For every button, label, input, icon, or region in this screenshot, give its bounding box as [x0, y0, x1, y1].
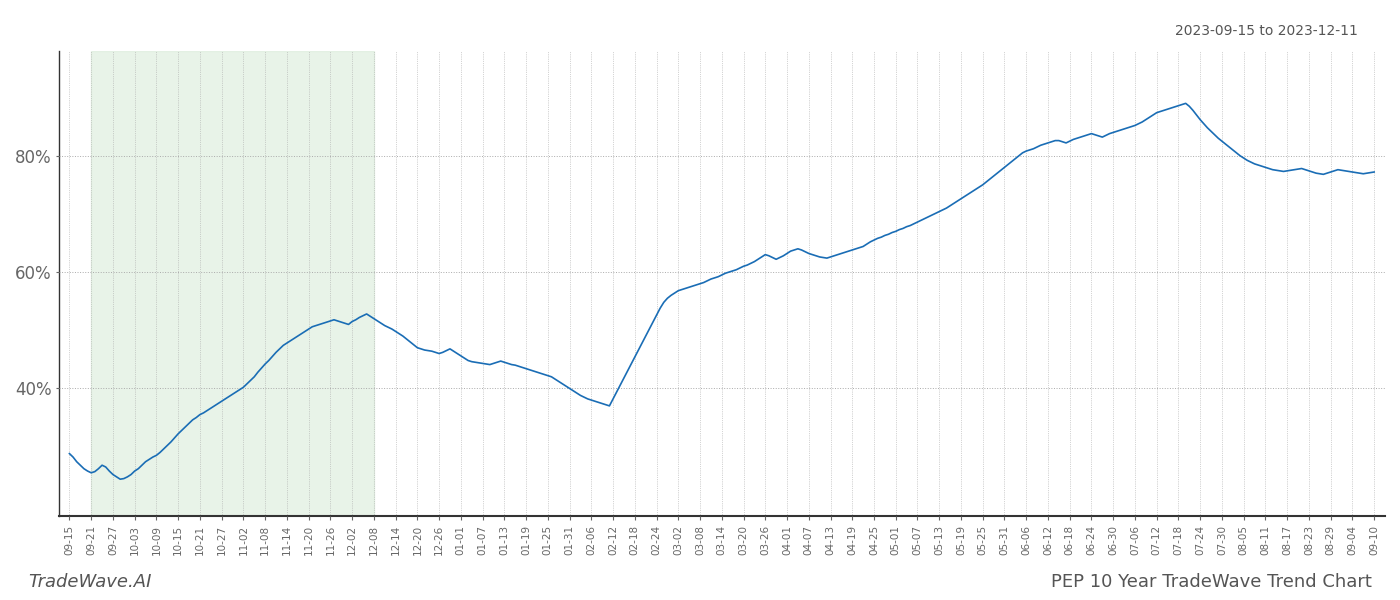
Text: 2023-09-15 to 2023-12-11: 2023-09-15 to 2023-12-11 [1175, 24, 1358, 38]
Bar [91, 51, 374, 517]
Text: TradeWave.AI: TradeWave.AI [28, 573, 151, 591]
Text: PEP 10 Year TradeWave Trend Chart: PEP 10 Year TradeWave Trend Chart [1051, 573, 1372, 591]
